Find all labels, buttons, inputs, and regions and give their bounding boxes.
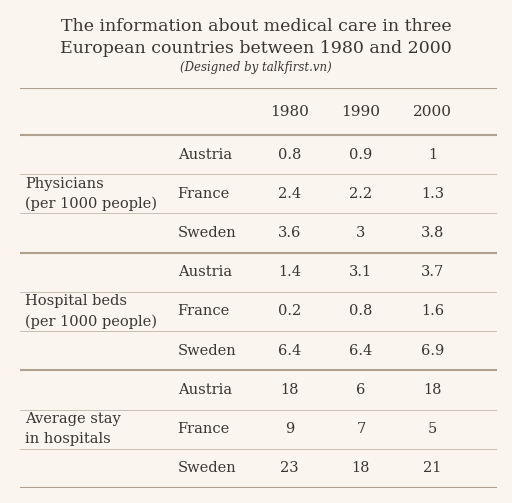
Text: Sweden: Sweden: [178, 344, 237, 358]
Text: 23: 23: [280, 461, 299, 475]
Text: (Designed by talkfirst.vn): (Designed by talkfirst.vn): [180, 61, 332, 74]
Text: 6.4: 6.4: [349, 344, 373, 358]
Text: 6.4: 6.4: [278, 344, 301, 358]
Text: 0.9: 0.9: [349, 148, 373, 161]
Text: 2.4: 2.4: [278, 187, 301, 201]
Text: 2000: 2000: [413, 105, 452, 119]
Text: France: France: [178, 422, 230, 436]
Text: 2.2: 2.2: [349, 187, 373, 201]
Text: 1980: 1980: [270, 105, 309, 119]
Text: Hospital beds
(per 1000 people): Hospital beds (per 1000 people): [25, 294, 157, 328]
Text: 6.9: 6.9: [421, 344, 444, 358]
Text: Average stay
in hospitals: Average stay in hospitals: [25, 412, 121, 446]
Text: 18: 18: [352, 461, 370, 475]
Text: 3: 3: [356, 226, 366, 240]
Text: France: France: [178, 304, 230, 318]
Text: 1.6: 1.6: [421, 304, 444, 318]
Text: 3.1: 3.1: [349, 265, 373, 279]
Text: France: France: [178, 187, 230, 201]
Text: 6: 6: [356, 383, 366, 397]
Text: 1.3: 1.3: [421, 187, 444, 201]
Text: 21: 21: [423, 461, 441, 475]
Text: 0.2: 0.2: [278, 304, 301, 318]
Text: 3.7: 3.7: [421, 265, 444, 279]
Text: 7: 7: [356, 422, 366, 436]
Text: 18: 18: [423, 383, 442, 397]
Text: Austria: Austria: [178, 148, 232, 161]
Text: 0.8: 0.8: [278, 148, 301, 161]
Text: 3.6: 3.6: [278, 226, 301, 240]
Text: 9: 9: [285, 422, 294, 436]
Text: Sweden: Sweden: [178, 461, 237, 475]
Text: 1990: 1990: [342, 105, 380, 119]
Text: 18: 18: [280, 383, 299, 397]
Text: Sweden: Sweden: [178, 226, 237, 240]
Text: Austria: Austria: [178, 383, 232, 397]
Text: Physicians
(per 1000 people): Physicians (per 1000 people): [25, 177, 157, 211]
Text: 0.8: 0.8: [349, 304, 373, 318]
Text: 3.8: 3.8: [421, 226, 444, 240]
Text: 1: 1: [428, 148, 437, 161]
Text: Austria: Austria: [178, 265, 232, 279]
Text: 5: 5: [428, 422, 437, 436]
Text: 1.4: 1.4: [278, 265, 301, 279]
Text: The information about medical care in three
European countries between 1980 and : The information about medical care in th…: [60, 18, 452, 57]
